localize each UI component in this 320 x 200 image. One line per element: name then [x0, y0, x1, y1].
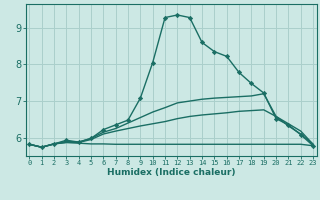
X-axis label: Humidex (Indice chaleur): Humidex (Indice chaleur): [107, 168, 236, 177]
